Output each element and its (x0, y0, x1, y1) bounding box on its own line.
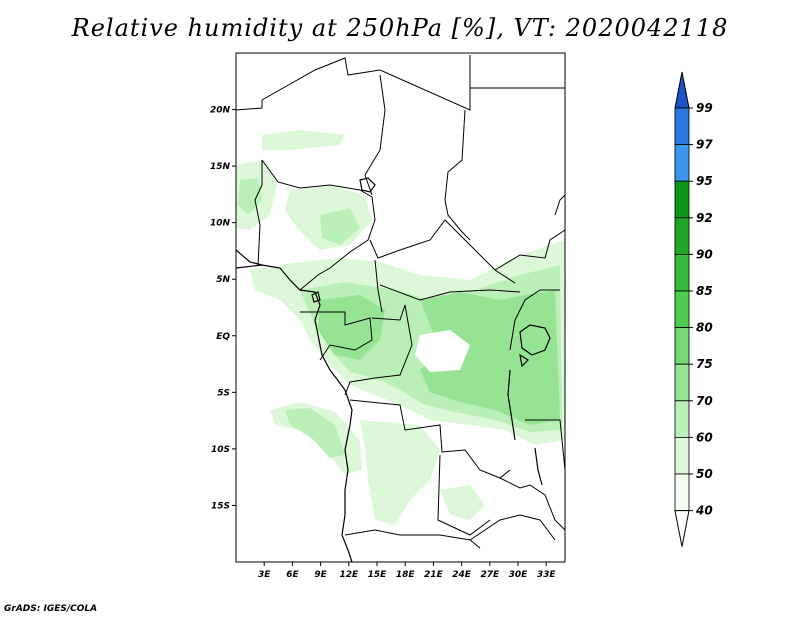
colorbar-segment (674, 180, 690, 219)
coastline-west-africa (235, 264, 353, 563)
lon-tick-label: 6E (286, 570, 299, 580)
colorbar-label: 40 (695, 504, 713, 518)
colorbar-segment (674, 107, 690, 145)
colorbar-segment (674, 327, 690, 365)
colorbar-segment (674, 290, 690, 328)
border-niger-nigeria (261, 159, 373, 198)
longitude-axis: 3E 6E 9E 12E 15E 18E 21E 24E 27E 30E 33E (258, 562, 556, 580)
border-chad-car (369, 219, 516, 284)
humidity-area-sahara (262, 130, 345, 150)
lat-tick-label: 15S (211, 501, 230, 511)
border-sudan-south (494, 229, 566, 271)
border-east-africa (509, 289, 560, 351)
colorbar-top-arrow (674, 71, 690, 109)
lake-volta (311, 291, 321, 303)
colorbar-label: 60 (696, 430, 713, 444)
border-zimbabwe (469, 514, 556, 541)
map-figure: 20N 15N 10N 5N EQ 5S 10S 15S 3E 6E 9E 12E 15E 18E 21E… (210, 52, 713, 580)
colorbar-label: 90 (696, 247, 713, 261)
humidity-area-angola-interior (360, 420, 440, 525)
lat-tick-label: 20N (210, 106, 231, 116)
colorbar-bottom-arrow (674, 510, 690, 547)
border-sudan-chad (444, 109, 471, 241)
lon-tick-label: 18E (396, 570, 416, 580)
border-libya-chad (364, 74, 386, 196)
colorbar-segment (674, 144, 690, 182)
border-cameroon-car (374, 259, 383, 313)
latitude-axis: 20N 15N 10N 5N EQ 5S 10S 15S (210, 106, 236, 511)
border-benin-nigeria (254, 160, 263, 266)
map-title: Relative humidity at 250hPa [%], VT: 202… (71, 14, 729, 42)
colorbar-segment (674, 363, 690, 402)
map-frame (235, 52, 566, 563)
lake-kyoga (519, 353, 529, 368)
colorbar-label: 50 (696, 467, 713, 481)
colorbar-label: 95 (696, 174, 713, 188)
border-angola-zambia (437, 454, 491, 536)
humidity-area-gabon (318, 295, 385, 360)
humidity-area-congo-dry-gap (415, 330, 470, 372)
humidity-area-angola-coast-core (285, 408, 345, 458)
lat-tick-label: EQ (216, 332, 230, 342)
border-gabon (300, 311, 373, 361)
colorbar-segment (674, 473, 690, 511)
humidity-area-zambia (440, 485, 485, 520)
humidity-area-chad-core (320, 208, 360, 245)
coastlines (235, 177, 551, 563)
colorbar-label: 75 (696, 357, 713, 371)
lon-tick-label: 24E (452, 570, 472, 580)
colorbar-segment (674, 217, 690, 255)
country-borders (235, 55, 566, 549)
lon-tick-label: 3E (258, 570, 271, 580)
colorbar: 99 97 95 92 90 85 80 75 70 60 50 40 (674, 71, 713, 547)
colorbar-label: 97 (696, 138, 713, 152)
coastline-guinea-gulf (235, 249, 263, 266)
colorbar-label: 99 (696, 101, 713, 115)
border-ethiopia (554, 194, 566, 216)
lat-tick-label: 5N (216, 275, 230, 285)
border-angola-namibia (344, 529, 481, 549)
colorbar-label: 92 (696, 211, 713, 225)
colorbar-label: 80 (696, 321, 713, 335)
lake-tanganyika (507, 369, 516, 441)
lake-victoria (519, 324, 551, 356)
lon-tick-label: 21E (424, 570, 444, 580)
lat-tick-label: 15N (210, 162, 231, 172)
lon-tick-label: 27E (480, 570, 500, 580)
border-car-drc (379, 284, 521, 301)
lat-tick-label: 5S (217, 388, 230, 398)
lon-tick-label: 12E (339, 570, 359, 580)
humidity-area-central-70 (420, 290, 560, 425)
border-zambia-malawi (499, 477, 566, 531)
border-nigeria-cameroon (299, 196, 376, 291)
lat-tick-label: 10N (210, 219, 231, 229)
colorbar-segment (674, 436, 690, 475)
lon-tick-label: 9E (314, 570, 327, 580)
lake-chad (359, 177, 376, 193)
border-libya-algeria (235, 55, 471, 111)
colorbar-segment (674, 253, 690, 292)
border-congo-drc (344, 304, 413, 396)
credit-text: GrADS: IGES/COLA (4, 604, 98, 614)
lon-tick-label: 15E (368, 570, 388, 580)
colorbar-label: 85 (696, 284, 713, 298)
border-drc-angola (349, 399, 511, 479)
lake-malawi (534, 447, 543, 486)
colorbar-label: 70 (696, 394, 713, 408)
lon-tick-label: 30E (509, 570, 529, 580)
border-tanzania (525, 419, 566, 471)
humidity-shading (236, 130, 565, 525)
lon-tick-label: 33E (537, 570, 557, 580)
colorbar-segment (674, 400, 690, 438)
lat-tick-label: 10S (211, 445, 230, 455)
